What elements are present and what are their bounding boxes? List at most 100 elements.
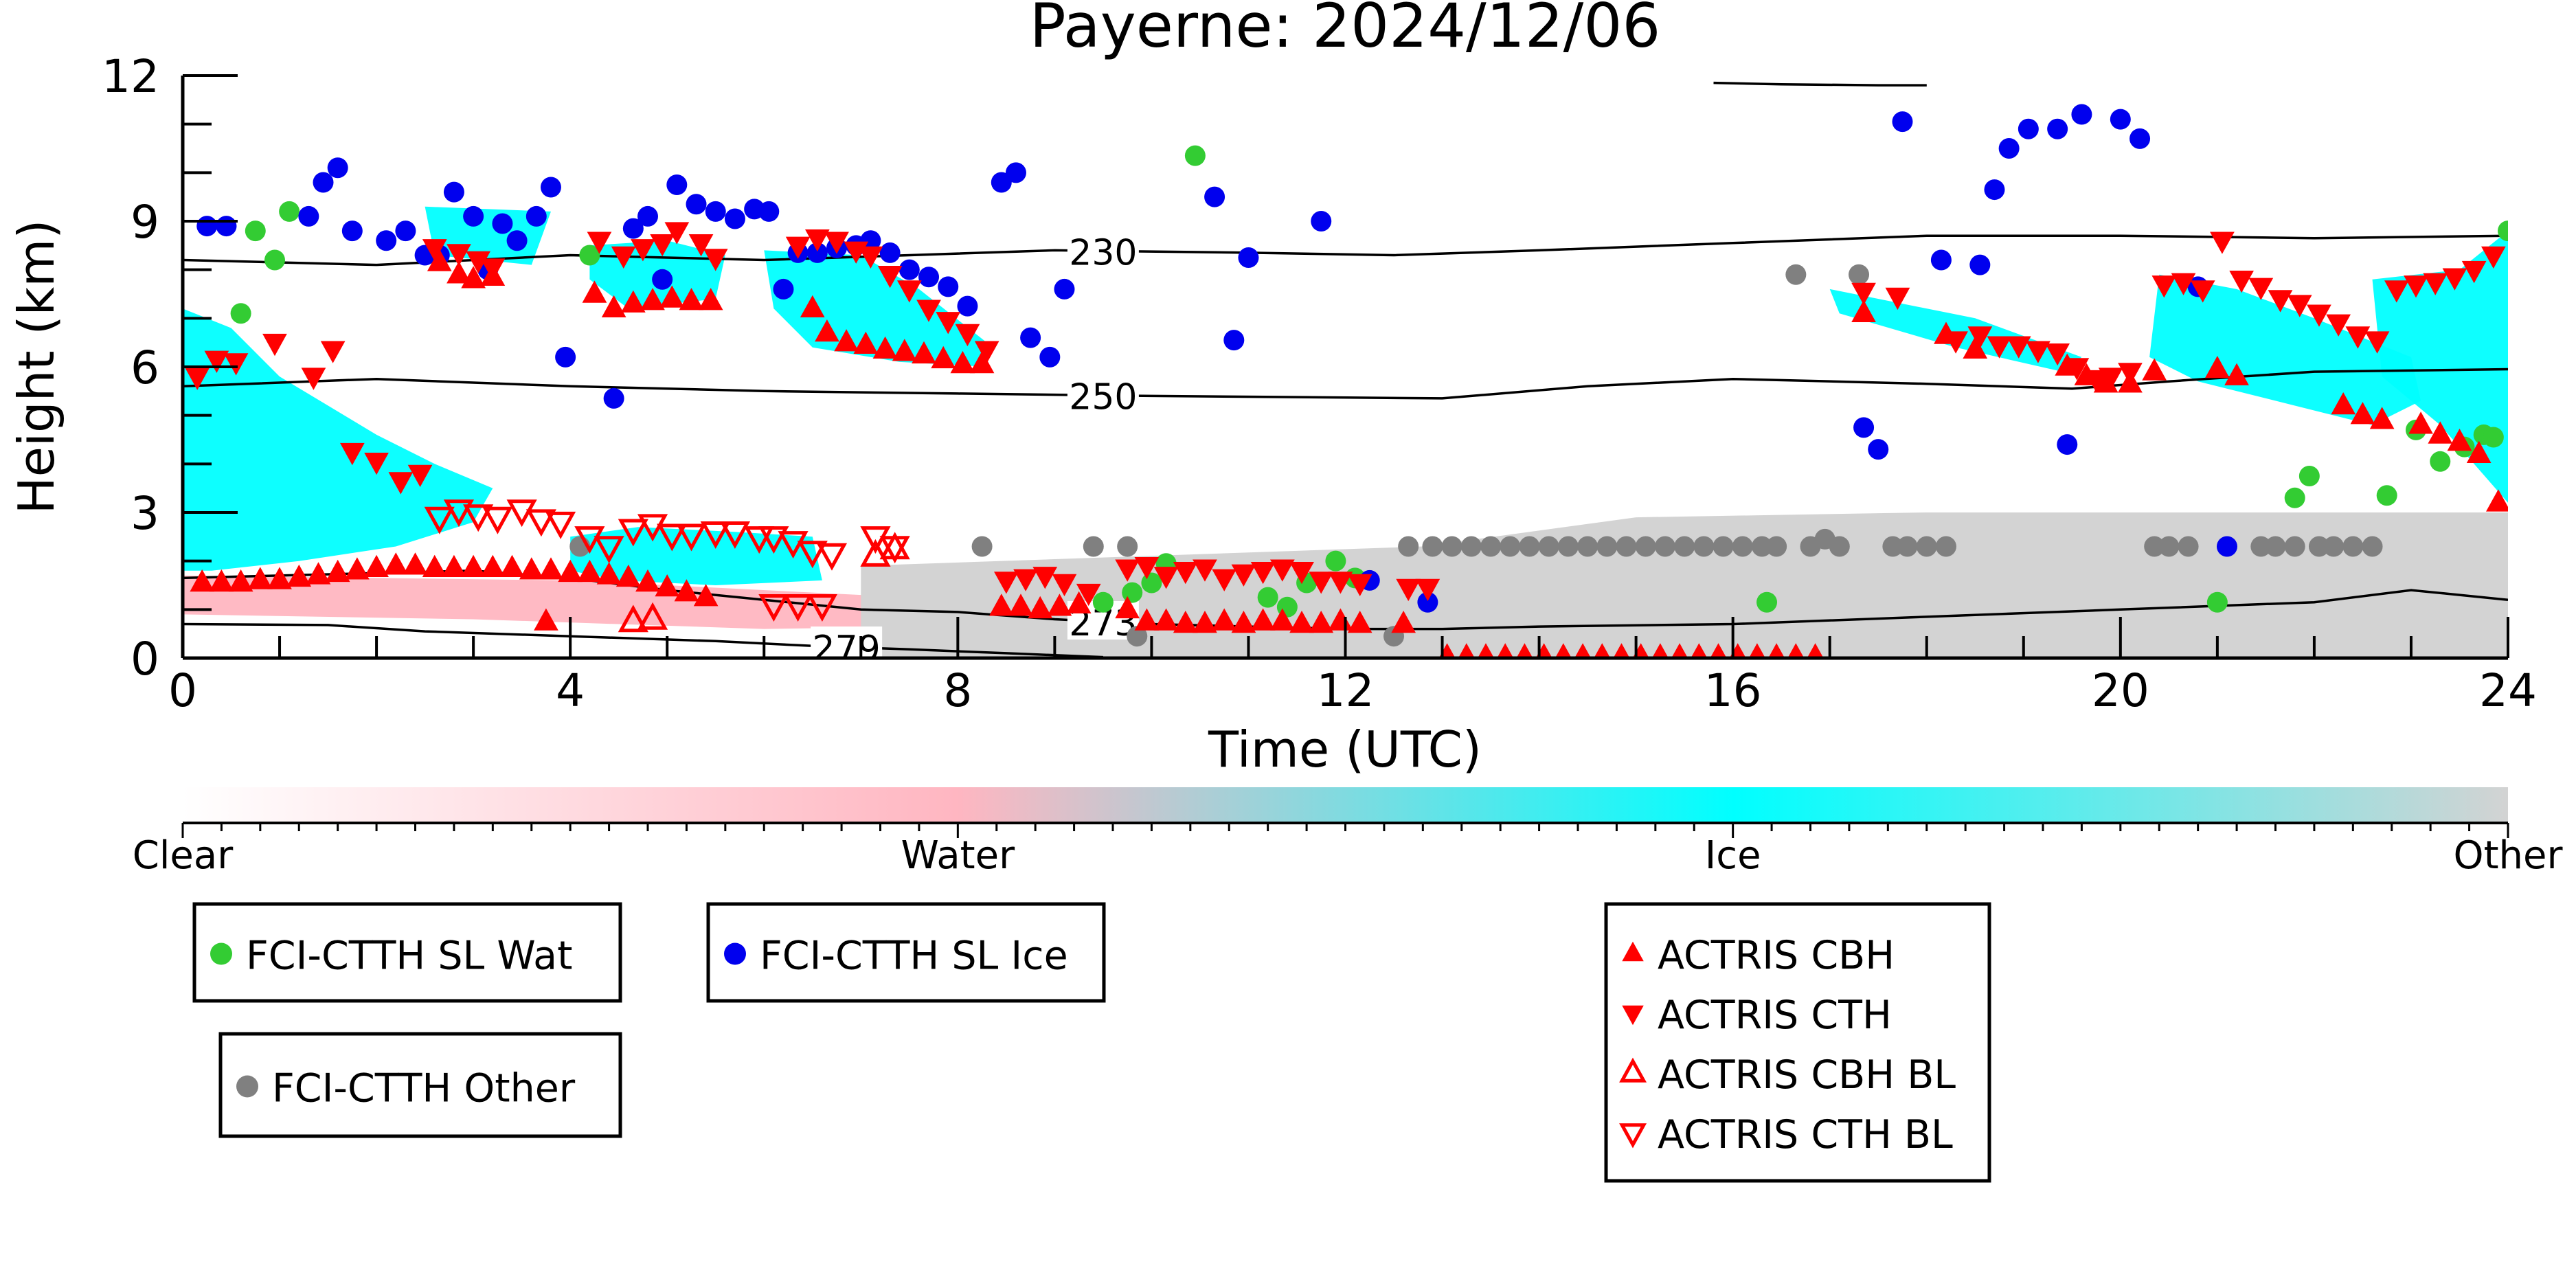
actris-cth-point	[994, 572, 1019, 594]
y-tick-label: 6	[131, 341, 159, 394]
fci-ctth-other-point	[1674, 536, 1695, 557]
fci-ctth-sl-ice-point	[705, 201, 726, 222]
contour-label-bg	[1067, 374, 1139, 414]
actris-cth-point	[2210, 231, 2235, 254]
actris-cbh-point	[1516, 643, 1533, 658]
actris-cbh-point	[892, 339, 917, 361]
fci-ctth-other-point	[2178, 536, 2199, 557]
actris-cbh-point	[1963, 336, 1988, 359]
legend-box-2: FCI-CTTH SL Ice	[706, 902, 1106, 1003]
actris-cbh-point	[577, 559, 602, 583]
actris-cbh-point	[190, 569, 215, 592]
fci-ctth-sl-wat-point	[230, 303, 251, 324]
actris-cth-bl-point	[700, 521, 731, 549]
actris-cth-bl-point	[758, 526, 789, 554]
actris-cbh-point	[2224, 363, 2249, 385]
legend-box-3: FCI-CTTH Other	[218, 1032, 622, 1138]
actris-cbh-bl-point	[860, 539, 891, 567]
fci-ctth-other-point	[1557, 536, 1579, 557]
actris-cbh-point	[674, 579, 699, 602]
actris-cth-bl-point	[424, 506, 455, 534]
fci-ctth-sl-wat-point	[245, 221, 266, 242]
actris-cbh-point	[447, 261, 471, 284]
actris-cbh-point	[853, 331, 879, 354]
fci-ctth-other-point	[2144, 536, 2165, 557]
actris-cbh-point	[834, 329, 859, 352]
fci-ctth-sl-wat-point	[2483, 427, 2504, 448]
actris-cth-point	[650, 234, 675, 257]
colorbar: Clear Water Ice Other	[133, 787, 2563, 878]
actris-cth-point	[422, 239, 447, 262]
actris-cth-point	[2171, 273, 2196, 295]
actris-cth-point	[407, 464, 433, 487]
fci-ctth-sl-ice-point	[196, 216, 218, 237]
actris-cth-point	[974, 341, 999, 363]
x-ticks: 0 4 8 12 16 20 24	[168, 617, 2537, 717]
fci-ctth-other-point	[1829, 536, 1850, 557]
actris-cth-point	[2345, 326, 2371, 349]
actris-cbh-point	[693, 584, 719, 607]
legend-frame	[192, 902, 622, 1003]
actris-cth-bl-point	[482, 506, 513, 534]
fci-ctth-sl-ice-point	[298, 205, 319, 227]
fci-ctth-sl-ice-point	[637, 205, 658, 227]
fci-ctth-other-point	[1935, 536, 1956, 557]
fci-ctth-other-point	[1127, 626, 1148, 647]
actris-cth-point	[2098, 368, 2123, 390]
fci-ctth-sl-ice-point	[1039, 346, 1061, 368]
fci-ctth-sl-ice-point	[2110, 109, 2131, 130]
fci-ctth-sl-ice-point	[758, 201, 780, 222]
actris-cbh-point	[228, 569, 253, 592]
fci-ctth-sl-ice-point	[1998, 138, 2020, 159]
actris-cbh-point	[1231, 611, 1256, 633]
x-tick-label: 4	[556, 664, 585, 717]
actris-cth-point	[1173, 562, 1198, 585]
actris-cth-point	[2461, 260, 2487, 284]
contour-line-230	[183, 234, 2508, 267]
actris-cth-point	[1013, 569, 1038, 591]
actris-cth-point	[185, 368, 210, 390]
actris-cbh-point	[306, 562, 331, 585]
x-tick-label: 12	[1317, 664, 1375, 717]
actris-cbh-point	[1008, 594, 1033, 616]
fci-ctth-other-point	[1882, 536, 1903, 557]
actris-cbh-point	[1458, 643, 1475, 658]
y-tick-label: 12	[102, 50, 159, 103]
actris-cbh-point	[640, 288, 665, 310]
actris-cth-bl-point	[594, 536, 624, 564]
actris-cth-point	[1415, 578, 1440, 602]
actris-cth-bl-point	[676, 523, 707, 552]
actris-cth-bl-point	[657, 523, 688, 552]
legend-entry-label: ACTRIS CTH BL	[1658, 1112, 1953, 1157]
actris-cbh-point	[950, 350, 975, 374]
actris-cth-point	[1967, 326, 1993, 349]
actris-cbh-point	[461, 554, 486, 577]
fci-ctth-sl-ice-point	[1311, 211, 1332, 231]
actris-cbh-point	[1153, 608, 1179, 631]
actris-cbh-point	[1691, 643, 1708, 658]
fci-ctth-sl-ice-point	[492, 213, 513, 234]
fci-ctth-sl-ice-point	[1223, 330, 1245, 351]
actris-cth-point	[1885, 287, 1910, 310]
fci-ctth-sl-wat-legend-marker	[210, 942, 232, 965]
actris-cth-point	[955, 324, 980, 347]
fci-ctth-sl-ice-point	[1417, 591, 1438, 613]
actris-cth-point	[916, 300, 941, 322]
actris-cbh-point	[1270, 608, 1295, 631]
actris-cbh-point	[1497, 643, 1514, 658]
legend-box-4: ACTRIS CBH ACTRIS CTH ACTRIS CBH BL ACTRIS …	[1604, 902, 1991, 1183]
fci-ctth-sl-wat-point	[264, 249, 285, 271]
actris-cth-point	[2307, 304, 2331, 327]
actris-cbh-point	[931, 346, 956, 369]
fci-ctth-sl-ice-point	[1204, 186, 1225, 207]
fci-ctth-sl-wat-point	[1122, 582, 1143, 603]
fci-ctth-sl-ice-point	[1054, 278, 1075, 300]
axes: 0 4 8 12 16 20 24 0 3 6 9 12	[102, 50, 2537, 717]
actris-cth-point	[340, 442, 365, 466]
fci-ctth-sl-ice-point	[806, 242, 828, 263]
contour-label-250: 250	[1069, 377, 1137, 418]
fci-ctth-sl-ice-point	[2047, 118, 2068, 139]
actris-cth-point	[2268, 290, 2293, 313]
actris-cth-point	[2423, 273, 2448, 295]
fci-ctth-other-point	[2362, 536, 2383, 557]
